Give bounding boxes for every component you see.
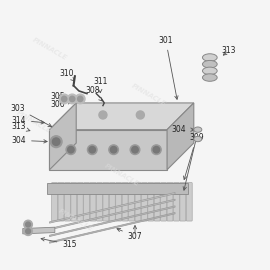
Circle shape xyxy=(24,220,32,229)
Circle shape xyxy=(77,96,83,102)
Ellipse shape xyxy=(202,74,217,81)
Circle shape xyxy=(70,96,75,102)
Text: 304: 304 xyxy=(11,136,47,145)
Text: 310: 310 xyxy=(60,69,74,81)
FancyBboxPatch shape xyxy=(65,183,70,221)
Circle shape xyxy=(52,138,60,146)
FancyBboxPatch shape xyxy=(71,183,77,221)
Text: 311: 311 xyxy=(93,77,107,93)
FancyBboxPatch shape xyxy=(77,183,83,221)
Polygon shape xyxy=(47,183,188,194)
Circle shape xyxy=(136,111,144,119)
Text: 315: 315 xyxy=(41,238,77,249)
Text: 314: 314 xyxy=(12,116,45,125)
Polygon shape xyxy=(49,103,194,130)
Ellipse shape xyxy=(194,127,202,132)
FancyBboxPatch shape xyxy=(141,183,147,221)
Text: 313: 313 xyxy=(221,46,236,55)
FancyBboxPatch shape xyxy=(58,183,64,221)
FancyBboxPatch shape xyxy=(90,183,96,221)
Circle shape xyxy=(68,94,77,104)
Polygon shape xyxy=(49,206,175,237)
FancyBboxPatch shape xyxy=(103,183,109,221)
Text: 307: 307 xyxy=(117,228,142,241)
Text: 304: 304 xyxy=(172,125,194,134)
Text: PINNACLE: PINNACLE xyxy=(58,208,94,233)
FancyBboxPatch shape xyxy=(129,183,134,221)
Polygon shape xyxy=(23,227,55,234)
FancyBboxPatch shape xyxy=(148,183,154,221)
Circle shape xyxy=(153,147,160,153)
FancyBboxPatch shape xyxy=(52,183,58,221)
Text: PINNACLE: PINNACLE xyxy=(103,163,140,187)
Text: PINNACLE: PINNACLE xyxy=(31,37,68,62)
FancyBboxPatch shape xyxy=(186,183,192,221)
Ellipse shape xyxy=(194,136,202,142)
FancyBboxPatch shape xyxy=(180,183,186,221)
FancyBboxPatch shape xyxy=(154,183,160,221)
Polygon shape xyxy=(49,130,167,170)
Circle shape xyxy=(89,147,96,153)
Text: PINNACLE: PINNACLE xyxy=(15,109,52,134)
Circle shape xyxy=(130,145,140,154)
FancyBboxPatch shape xyxy=(122,183,128,221)
Text: 301: 301 xyxy=(158,36,178,99)
Circle shape xyxy=(26,222,31,227)
Circle shape xyxy=(110,147,117,153)
FancyBboxPatch shape xyxy=(116,183,122,221)
Text: 303: 303 xyxy=(10,104,52,127)
FancyBboxPatch shape xyxy=(174,183,179,221)
Ellipse shape xyxy=(202,54,217,61)
Text: PINNACLE: PINNACLE xyxy=(130,83,167,107)
Ellipse shape xyxy=(202,60,217,68)
Polygon shape xyxy=(49,193,175,223)
Circle shape xyxy=(132,147,138,153)
FancyBboxPatch shape xyxy=(167,183,173,221)
Circle shape xyxy=(109,145,119,154)
Circle shape xyxy=(151,145,161,154)
Circle shape xyxy=(26,229,31,234)
Text: 306: 306 xyxy=(50,100,71,109)
Polygon shape xyxy=(167,103,194,170)
Circle shape xyxy=(99,111,107,119)
Polygon shape xyxy=(49,103,76,170)
Circle shape xyxy=(87,145,97,154)
Polygon shape xyxy=(49,212,175,243)
Circle shape xyxy=(24,227,32,235)
Text: 313: 313 xyxy=(12,123,30,131)
Circle shape xyxy=(75,94,85,104)
FancyBboxPatch shape xyxy=(135,183,141,221)
FancyBboxPatch shape xyxy=(161,183,167,221)
Circle shape xyxy=(59,94,69,104)
FancyBboxPatch shape xyxy=(96,183,102,221)
Text: 309: 309 xyxy=(184,133,204,180)
Ellipse shape xyxy=(202,67,217,75)
FancyBboxPatch shape xyxy=(109,183,115,221)
Text: 305: 305 xyxy=(50,92,65,101)
Circle shape xyxy=(66,145,76,154)
Circle shape xyxy=(50,136,62,148)
Text: 308: 308 xyxy=(85,86,102,101)
Circle shape xyxy=(68,147,74,153)
Polygon shape xyxy=(49,199,175,230)
Circle shape xyxy=(62,96,67,102)
FancyBboxPatch shape xyxy=(84,183,90,221)
